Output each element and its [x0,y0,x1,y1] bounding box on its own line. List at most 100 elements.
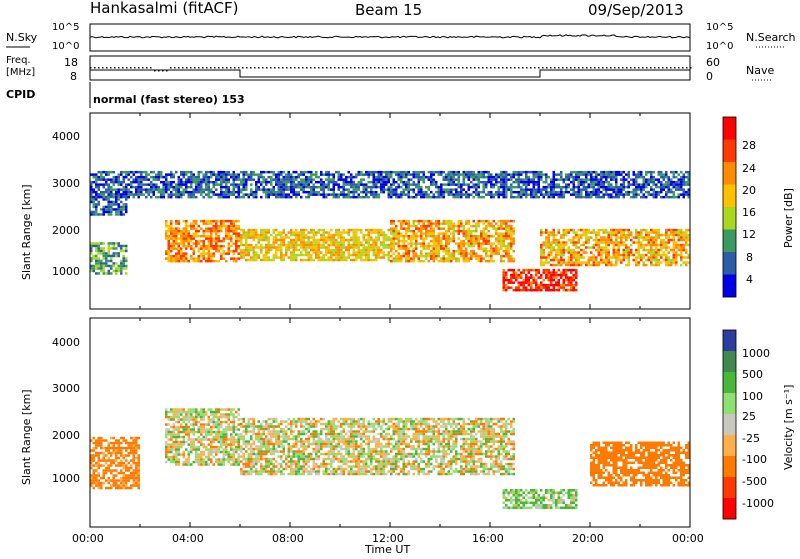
heatmap-cell [468,260,471,263]
heatmap-cell [170,222,173,225]
nave-point [434,67,436,69]
heatmap-cell [508,173,511,176]
heatmap-cell [463,181,466,184]
heatmap-cell [555,193,558,196]
heatmap-cell [293,176,296,179]
heatmap-cell [185,235,188,238]
heatmap-cell [118,487,121,490]
heatmap-cell [245,173,248,176]
heatmap-cell [483,257,486,260]
heatmap-cell [675,244,678,247]
freq-tick-bottom: 8 [70,70,77,83]
heatmap-cell [595,181,598,184]
heatmap-cell [238,252,241,255]
heatmap-cell [468,188,471,191]
heatmap-cell [358,241,361,244]
heatmap-cell [180,193,183,196]
heatmap-cell [443,222,446,225]
heatmap-cell [603,176,606,179]
heatmap-cell [188,196,191,199]
heatmap-cell [258,239,261,242]
heatmap-cell [385,234,388,237]
heatmap-cell [398,235,401,238]
heatmap-cell [230,235,233,238]
heatmap-cell [340,254,343,256]
heatmap-cell [518,286,521,289]
heatmap-cell [123,472,126,475]
heatmap-cell [435,242,438,245]
heatmap-cell [645,229,648,232]
heatmap-cell [398,252,401,255]
heatmap-cell [675,196,678,199]
heatmap-cell [450,178,453,181]
heatmap-cell [520,188,523,191]
heatmap-cell [623,181,626,184]
heatmap-cell [93,191,96,194]
heatmap-cell [200,183,203,186]
heatmap-cell [323,241,326,244]
heatmap-cell [165,232,168,235]
heatmap-cell [640,246,643,249]
heatmap-cell [270,178,273,181]
heatmap-cell [208,222,211,225]
heatmap-cell [118,203,121,206]
heatmap-cell [183,252,186,255]
heatmap-cell [305,191,308,194]
heatmap-cell [205,188,208,191]
heatmap-cell [500,171,503,174]
heatmap-cell [585,239,588,242]
heatmap-cell [120,477,123,480]
heatmap-cell [495,181,498,184]
heatmap-cell [145,196,148,199]
heatmap-cell [413,188,416,191]
heatmap-cell [373,231,376,234]
heatmap-cell [615,264,618,267]
heatmap-cell [403,245,406,248]
heatmap-cell [238,196,241,199]
heatmap-cell [590,251,593,254]
heatmap-cell [685,241,688,244]
heatmap-cell [218,245,221,248]
heatmap-cell [463,257,466,260]
heatmap-cell [305,183,308,186]
heatmap-cell [600,236,603,239]
heatmap-cell [253,246,256,249]
heatmap-cell [495,247,498,250]
heatmap-cell [438,225,441,228]
heatmap-cell [103,198,106,201]
heatmap-cell [575,186,578,189]
heatmap-cell [448,191,451,194]
heatmap-cell [563,251,566,254]
heatmap-cell [600,183,603,186]
power-cbar-tick-20: 20 [742,184,756,197]
heatmap-cell [493,225,496,228]
heatmap-cell [570,256,573,259]
heatmap-cell [588,264,591,267]
heatmap-cell [185,171,188,174]
heatmap-cell [418,220,421,223]
heatmap-cell [350,259,353,262]
heatmap-cell [673,241,676,244]
heatmap-cell [178,245,181,248]
heatmap-cell [153,186,156,189]
heatmap-cell [233,225,236,228]
heatmap-cell [603,241,606,244]
heatmap-cell [335,193,338,196]
heatmap-cell [598,244,601,247]
heatmap-cell [120,449,123,452]
heatmap-cell [655,241,658,244]
heatmap-cell [628,234,631,237]
heatmap-cell [105,196,108,199]
heatmap-cell [638,236,641,239]
heatmap-cell [465,255,468,258]
nave-point [438,67,440,69]
heatmap-cell [650,259,653,262]
heatmap-cell [615,249,618,252]
heatmap-cell [550,188,553,191]
heatmap-cell [490,173,493,176]
heatmap-cell [563,259,566,262]
heatmap-cell [635,229,638,232]
heatmap-cell [378,249,381,252]
heatmap-cell [653,251,656,254]
heatmap-cell [560,251,563,254]
